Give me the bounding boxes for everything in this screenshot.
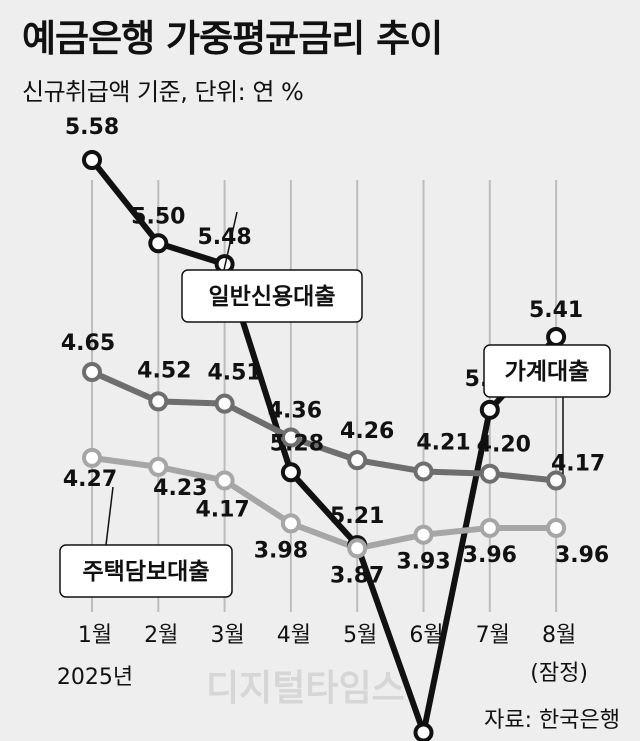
data-label-mortgage: 4.27: [63, 467, 117, 492]
source-note: 자료: 한국은행: [484, 708, 620, 733]
data-point-mortgage: [82, 447, 102, 468]
data-label-mortgage: 3.87: [330, 563, 384, 588]
series-line-mortgage: [91, 454, 557, 552]
data-point-household: [148, 391, 169, 412]
data-label-household: 4.26: [340, 419, 394, 444]
series-label-mortgage-leader: [105, 486, 114, 546]
data-point-household: [280, 427, 301, 448]
x-tick-label: 3월: [210, 623, 244, 648]
data-label-household: 4.21: [416, 430, 470, 455]
data-label-household: 4.65: [61, 331, 115, 356]
chart-title: 예금은행 가중평균금리 추이: [22, 17, 443, 60]
data-label-general-credit: 5.28: [270, 431, 324, 456]
data-point-mortgage: [214, 470, 235, 491]
data-label-general-credit: 5.48: [197, 225, 251, 250]
data-point-general-credit: [413, 722, 434, 741]
series-line-general-credit: [89, 158, 559, 736]
data-label-household: 4.17: [551, 451, 605, 476]
data-label-mortgage: 3.96: [463, 543, 517, 568]
data-point-mortgage: [148, 456, 169, 477]
series-label-general-credit-box: [181, 269, 363, 323]
data-label-mortgage: 3.93: [396, 550, 450, 575]
x-year-label: 2025년: [57, 665, 133, 690]
data-point-household: [347, 450, 368, 471]
data-point-household: [479, 463, 500, 484]
series-label-household-box: [483, 344, 611, 398]
data-point-mortgage: [479, 517, 500, 538]
data-point-mortgage: [413, 524, 434, 545]
data-point-household: [214, 393, 235, 414]
data-point-household: [82, 362, 102, 382]
data-label-mortgage: 4.17: [195, 497, 249, 522]
data-point-general-credit: [546, 326, 567, 347]
chart-subtitle: 신규취급액 기준, 단위: 연 %: [22, 78, 304, 106]
data-label-general-credit: 5.58: [65, 115, 119, 140]
series-label-household: 가계대출: [483, 344, 611, 474]
data-label-mortgage: 4.23: [153, 476, 207, 501]
data-point-general-credit: [82, 150, 102, 170]
watermark: 디지털타임스: [206, 668, 405, 709]
series-label-mortgage-label: 주택담보대출: [83, 559, 210, 585]
series-label-general-credit: 일반신용대출: [181, 211, 363, 323]
data-point-mortgage: [546, 517, 567, 538]
data-label-mortgage: 3.96: [555, 543, 609, 568]
series-label-general-credit-leader: [223, 211, 238, 271]
data-point-general-credit: [479, 399, 500, 420]
x-preliminary-label: (잠정): [530, 661, 588, 686]
data-label-general-credit: 5.50: [131, 204, 185, 229]
x-tick-label: 5월: [343, 623, 377, 648]
x-tick-label: 1월: [78, 623, 112, 648]
data-point-mortgage: [347, 538, 368, 559]
data-point-household: [413, 461, 434, 482]
data-label-household: 4.20: [477, 433, 531, 458]
series-label-general-credit-label: 일반신용대출: [209, 284, 336, 310]
data-label-general-credit: 5.21: [330, 504, 384, 529]
data-point-general-credit: [280, 462, 301, 483]
x-tick-label: 6월: [409, 623, 443, 648]
data-point-mortgage: [280, 513, 301, 534]
data-label-mortgage: 3.98: [254, 538, 308, 563]
series-label-mortgage: 주택담보대출: [59, 486, 233, 598]
data-label-household: 4.36: [268, 399, 322, 424]
data-label-household: 4.51: [207, 361, 261, 386]
x-tick-label: 2월: [144, 623, 178, 648]
series-line-household: [90, 369, 557, 484]
data-point-general-credit: [148, 233, 169, 254]
data-point-household: [546, 470, 567, 491]
data-label-household: 4.52: [137, 358, 191, 383]
series-label-mortgage-box: [59, 544, 233, 598]
x-tick-label: 7월: [476, 623, 510, 648]
series-label-household-label: 가계대출: [505, 359, 590, 385]
data-label-general-credit: 5.41: [529, 298, 583, 323]
x-tick-label: 4월: [277, 623, 311, 648]
x-tick-label: 8월: [542, 623, 576, 648]
